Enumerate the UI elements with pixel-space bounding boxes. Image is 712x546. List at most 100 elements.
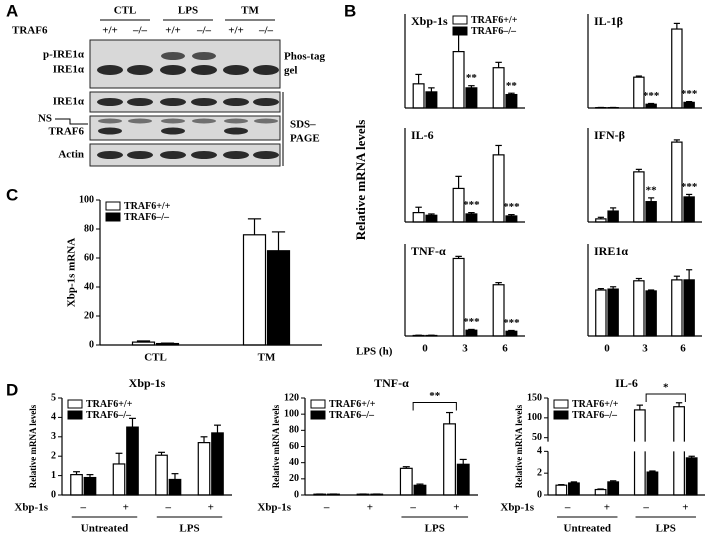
- x-tick-label: 3: [462, 343, 468, 355]
- bar: [70, 474, 83, 496]
- bar: [683, 196, 695, 223]
- bar-chart: 0 20 40 60 80 100 Xbp-1s mRNA CTL TM TRAF6+/+TRAF…: [66, 194, 322, 364]
- panel-letter: D: [6, 380, 18, 399]
- bar: [83, 476, 97, 496]
- bar-chart: *** *** TNF-α 0 3 6: [404, 244, 525, 355]
- bar: [645, 290, 657, 337]
- blot-membrane: [89, 39, 281, 89]
- y-tick-label: 100: [284, 408, 299, 419]
- row-label: TRAF6: [49, 126, 85, 138]
- ns-pointer: [55, 118, 88, 125]
- bar: [685, 457, 698, 496]
- bar: [633, 409, 646, 496]
- bar: [452, 50, 465, 109]
- y-tick-label: 5: [51, 392, 56, 403]
- y-tick-label: 120: [284, 392, 299, 403]
- genotype-label: +/+: [102, 25, 118, 37]
- x-tick-label: TM: [258, 352, 276, 364]
- bar: [456, 463, 470, 496]
- bracket: [412, 402, 457, 411]
- bar: [266, 250, 291, 346]
- bar: [683, 101, 695, 109]
- x-tick-label: –: [323, 502, 330, 514]
- bar: [443, 423, 456, 496]
- legend-swatch: [310, 410, 326, 420]
- chart-title: Xbp-1s: [411, 14, 448, 28]
- band: [223, 98, 249, 106]
- bar: [465, 87, 478, 109]
- group-label: LPS: [425, 523, 445, 535]
- significance: ***: [681, 181, 698, 193]
- condition-label: CTL: [114, 5, 137, 17]
- y-axis-label: Relative mRNA levels: [28, 404, 38, 488]
- legend-label: TRAF6–/–: [471, 26, 517, 37]
- band: [161, 118, 185, 124]
- x-tick-label: 6: [502, 343, 508, 355]
- row-label: NS: [38, 113, 52, 125]
- charts: ****Xbp-1s TRAF6+/+TRAF6–/–*** ***IL-1β***…: [14, 14, 705, 535]
- band: [192, 52, 216, 60]
- chart-title: IRE1α: [594, 244, 628, 258]
- band: [98, 118, 122, 124]
- y-tick-label: 50: [532, 432, 542, 443]
- bar: [413, 484, 427, 496]
- bar: [242, 234, 267, 346]
- band: [160, 98, 186, 106]
- side-label: PAGE: [290, 133, 320, 145]
- bar: [683, 279, 695, 337]
- bar-chart: IRE1α 0 3 6: [587, 244, 702, 355]
- y-tick-label: 80: [84, 223, 94, 234]
- y-axis-label: Relative mRNA levels: [271, 404, 281, 488]
- band: [160, 151, 186, 159]
- group-label: Untreated: [564, 523, 611, 535]
- x-tick-label: CTL: [144, 352, 167, 364]
- y-tick-label: 60: [289, 441, 299, 452]
- significance: ***: [681, 88, 698, 100]
- band: [127, 65, 153, 75]
- bar: [211, 432, 224, 496]
- panel-letter: B: [344, 1, 356, 20]
- bar: [399, 467, 413, 496]
- side-label: gel: [284, 65, 297, 77]
- significance: **: [466, 72, 478, 84]
- legend-label: TRAF6–/–: [86, 410, 132, 421]
- band: [128, 118, 152, 124]
- genotype-label: –/–: [258, 25, 274, 37]
- bar: [594, 488, 607, 496]
- x-tick-label: +: [682, 502, 688, 514]
- bar: [607, 288, 619, 337]
- y-tick-label: 150: [527, 392, 542, 403]
- row-label: IRE1α: [53, 64, 85, 76]
- side-label: Phos-tag: [284, 51, 325, 63]
- x-axis-label: Xbp-1s: [500, 502, 534, 514]
- significance: ***: [463, 316, 480, 328]
- x-tick-label: +: [453, 502, 459, 514]
- bracket-label: **: [429, 390, 441, 402]
- x-axis-label: Xbp-1s: [257, 502, 291, 514]
- bar: [645, 201, 657, 223]
- band: [97, 151, 123, 159]
- y-tick-label: 1: [51, 470, 56, 481]
- bar: [412, 212, 425, 223]
- x-tick-label: –: [409, 502, 416, 514]
- panel-letter: A: [6, 1, 18, 20]
- y-tick-label: 0: [51, 489, 56, 500]
- legend-swatch: [452, 15, 468, 25]
- band: [223, 65, 249, 75]
- genotype-label: +/+: [228, 25, 244, 37]
- band: [98, 127, 122, 135]
- band: [97, 98, 123, 106]
- significance: ***: [503, 317, 520, 329]
- bar: [633, 171, 645, 223]
- genotype-label: +/+: [165, 25, 181, 37]
- legend-swatch: [310, 399, 326, 409]
- y-tick-label: 100: [79, 194, 94, 205]
- band: [254, 118, 278, 124]
- x-axis-label: LPS (h): [356, 346, 393, 358]
- chart-title: IFN-β: [594, 128, 625, 142]
- chart-title: TNF-α: [374, 376, 409, 390]
- blot-bands: [97, 52, 279, 159]
- band: [191, 65, 217, 75]
- side-label: SDS–: [290, 119, 316, 131]
- band: [253, 151, 279, 159]
